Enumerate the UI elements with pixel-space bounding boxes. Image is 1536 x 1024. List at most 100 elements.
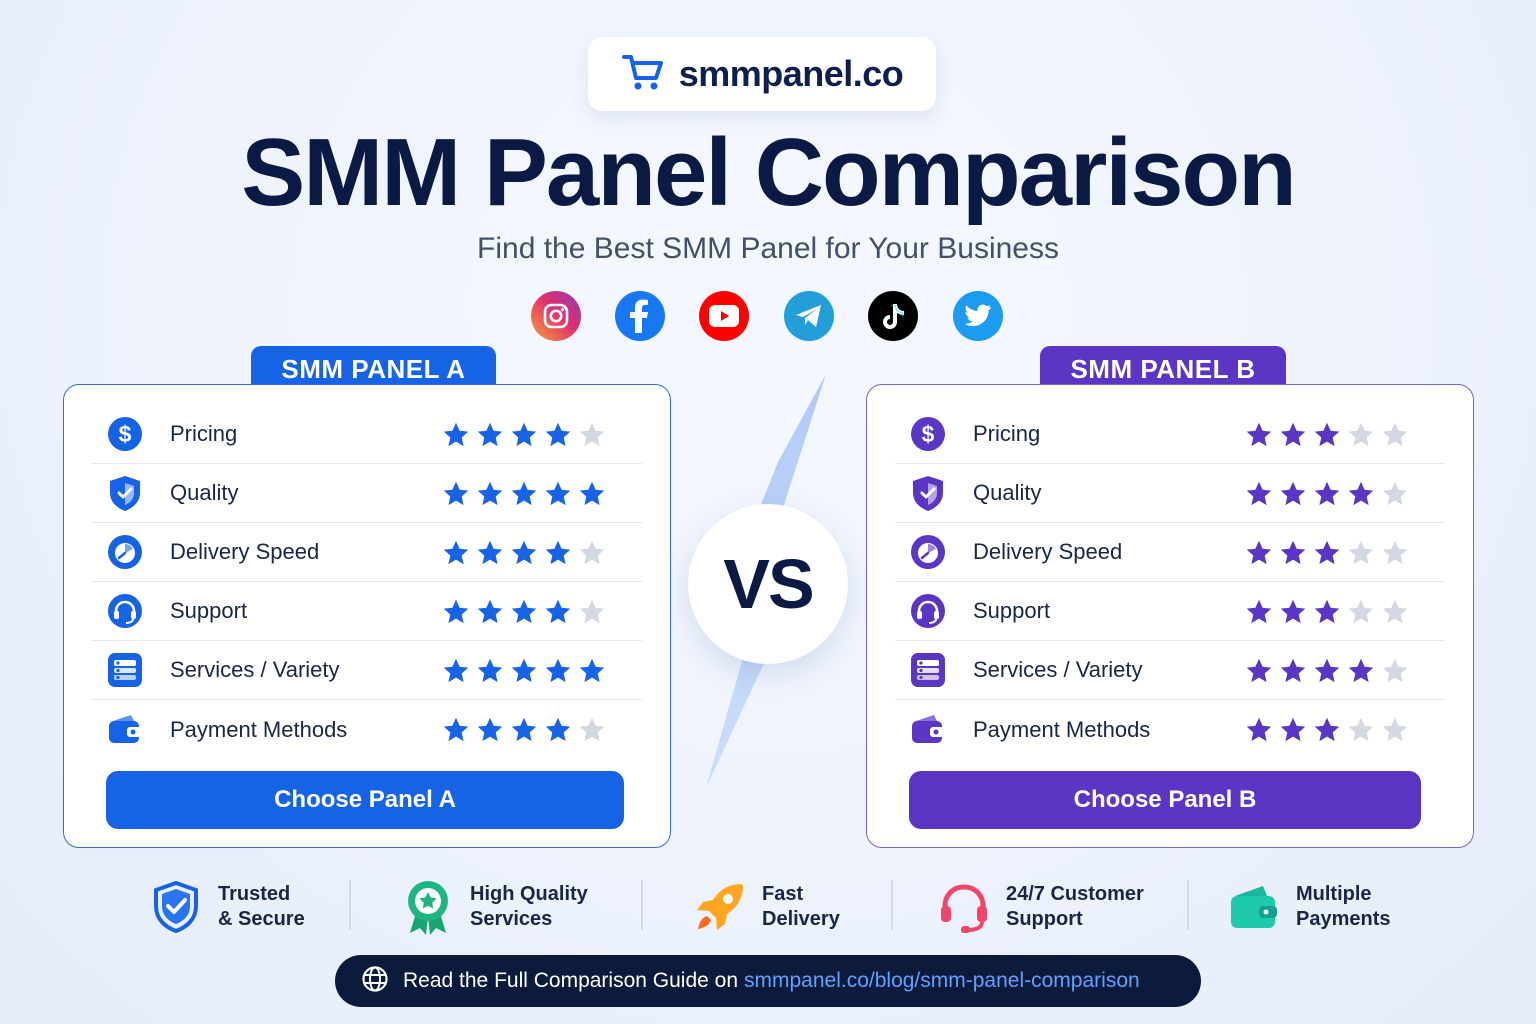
panel-b-card: $ Pricing Quality Delivery Speed Support Serv… [866, 384, 1474, 848]
criteria-row: $ Pricing [895, 405, 1445, 464]
star-filled-icon [1314, 422, 1340, 446]
page-title: SMM Panel Comparison [241, 119, 1297, 226]
telegram-icon[interactable] [784, 291, 834, 341]
star-rating [1245, 464, 1409, 523]
star-filled-icon [477, 658, 503, 682]
star-filled-icon [477, 481, 503, 505]
star-filled-icon [1280, 717, 1306, 741]
star-empty-icon [579, 717, 605, 741]
choose-panel-b-button[interactable]: Choose Panel B [909, 771, 1421, 829]
star-empty-icon [1348, 540, 1374, 564]
star-filled-icon [1314, 658, 1340, 682]
instagram-icon[interactable] [531, 291, 581, 341]
criteria-label: Payment Methods [170, 716, 348, 742]
star-filled-icon [477, 540, 503, 564]
star-filled-icon [1280, 540, 1306, 564]
star-filled-icon [443, 422, 469, 446]
star-filled-icon [477, 599, 503, 623]
star-empty-icon [1348, 717, 1374, 741]
criteria-row: Services / Variety [895, 641, 1445, 700]
globe-icon [361, 965, 389, 998]
star-rating [442, 641, 606, 700]
choose-panel-a-button[interactable]: Choose Panel A [106, 771, 624, 829]
guide-text: Read the Full Comparison Guide on [403, 969, 739, 992]
star-empty-icon [1382, 717, 1408, 741]
star-filled-icon [1314, 717, 1340, 741]
criteria-label: Services / Variety [973, 657, 1143, 682]
star-filled-icon [545, 540, 571, 564]
star-filled-icon [579, 481, 605, 505]
feature-line1: Multiple [1296, 883, 1372, 905]
criteria-label: Quality [170, 480, 239, 505]
star-filled-icon [511, 717, 537, 741]
criteria-label: Delivery Speed [973, 539, 1123, 564]
star-rating [1245, 523, 1409, 582]
star-filled-icon [443, 540, 469, 564]
shield-check-icon [148, 879, 204, 935]
star-filled-icon [1280, 658, 1306, 682]
star-filled-icon [1246, 717, 1272, 741]
star-filled-icon [1246, 481, 1272, 505]
star-filled-icon [511, 658, 537, 682]
star-empty-icon [1382, 540, 1408, 564]
brand-name: smmpanel.co [678, 53, 904, 94]
youtube-icon[interactable] [699, 291, 749, 341]
brand-logo[interactable]: smmpanel.co [588, 37, 936, 111]
criteria-row: Services / Variety [92, 641, 642, 700]
star-filled-icon [1314, 540, 1340, 564]
star-rating [442, 700, 606, 759]
star-rating [1245, 405, 1409, 464]
criteria-row: Delivery Speed [92, 523, 642, 582]
star-filled-icon [545, 717, 571, 741]
lightning-bolt-icon [706, 374, 826, 788]
wallet-icon [106, 711, 144, 749]
star-filled-icon [1280, 481, 1306, 505]
speed-icon [106, 533, 144, 571]
feature-line1: Fast [762, 883, 804, 905]
feature-line1: High Quality [470, 883, 588, 905]
star-filled-icon [1246, 422, 1272, 446]
feature-line2: Services [470, 908, 553, 930]
twitter-icon[interactable] [953, 291, 1003, 341]
award-icon [400, 879, 456, 935]
tiktok-icon[interactable] [868, 291, 918, 341]
star-rating [1245, 582, 1409, 641]
star-filled-icon [511, 481, 537, 505]
criteria-row: Delivery Speed [895, 523, 1445, 582]
services-icon [909, 651, 947, 689]
facebook-icon[interactable] [615, 291, 665, 341]
dollar-icon: $ [909, 415, 947, 453]
star-filled-icon [511, 599, 537, 623]
star-filled-icon [1348, 658, 1374, 682]
feature-support: 24/7 Customer Support [936, 872, 1144, 942]
feature-fast: Fast Delivery [692, 872, 840, 942]
star-empty-icon [1382, 422, 1408, 446]
feature-line2: Payments [1296, 908, 1391, 930]
star-rating [1245, 641, 1409, 700]
comparison-guide-banner[interactable]: Read the Full Comparison Guide on smmpan… [335, 955, 1201, 1007]
star-empty-icon [579, 599, 605, 623]
criteria-label: Payment Methods [973, 716, 1151, 742]
star-filled-icon [443, 481, 469, 505]
guide-link[interactable]: smmpanel.co/blog/smm-panel-comparison [744, 969, 1140, 992]
feature-line1: Trusted [218, 883, 291, 905]
page-subtitle: Find the Best SMM Panel for Your Busines… [477, 232, 1059, 265]
star-empty-icon [1382, 658, 1408, 682]
star-empty-icon [1382, 599, 1408, 623]
star-empty-icon [1348, 422, 1374, 446]
star-filled-icon [443, 658, 469, 682]
wallet-icon [909, 711, 947, 749]
vs-badge: VS [688, 504, 848, 664]
star-empty-icon [1348, 599, 1374, 623]
panel-a-card: $ Pricing Quality Delivery Speed Support Serv… [63, 384, 671, 848]
star-filled-icon [545, 481, 571, 505]
star-filled-icon [545, 658, 571, 682]
star-filled-icon [477, 422, 503, 446]
star-filled-icon [1246, 599, 1272, 623]
star-filled-icon [579, 658, 605, 682]
star-filled-icon [511, 422, 537, 446]
feature-divider [891, 880, 893, 930]
star-filled-icon [1314, 599, 1340, 623]
star-filled-icon [1314, 481, 1340, 505]
shield-icon [106, 474, 144, 512]
